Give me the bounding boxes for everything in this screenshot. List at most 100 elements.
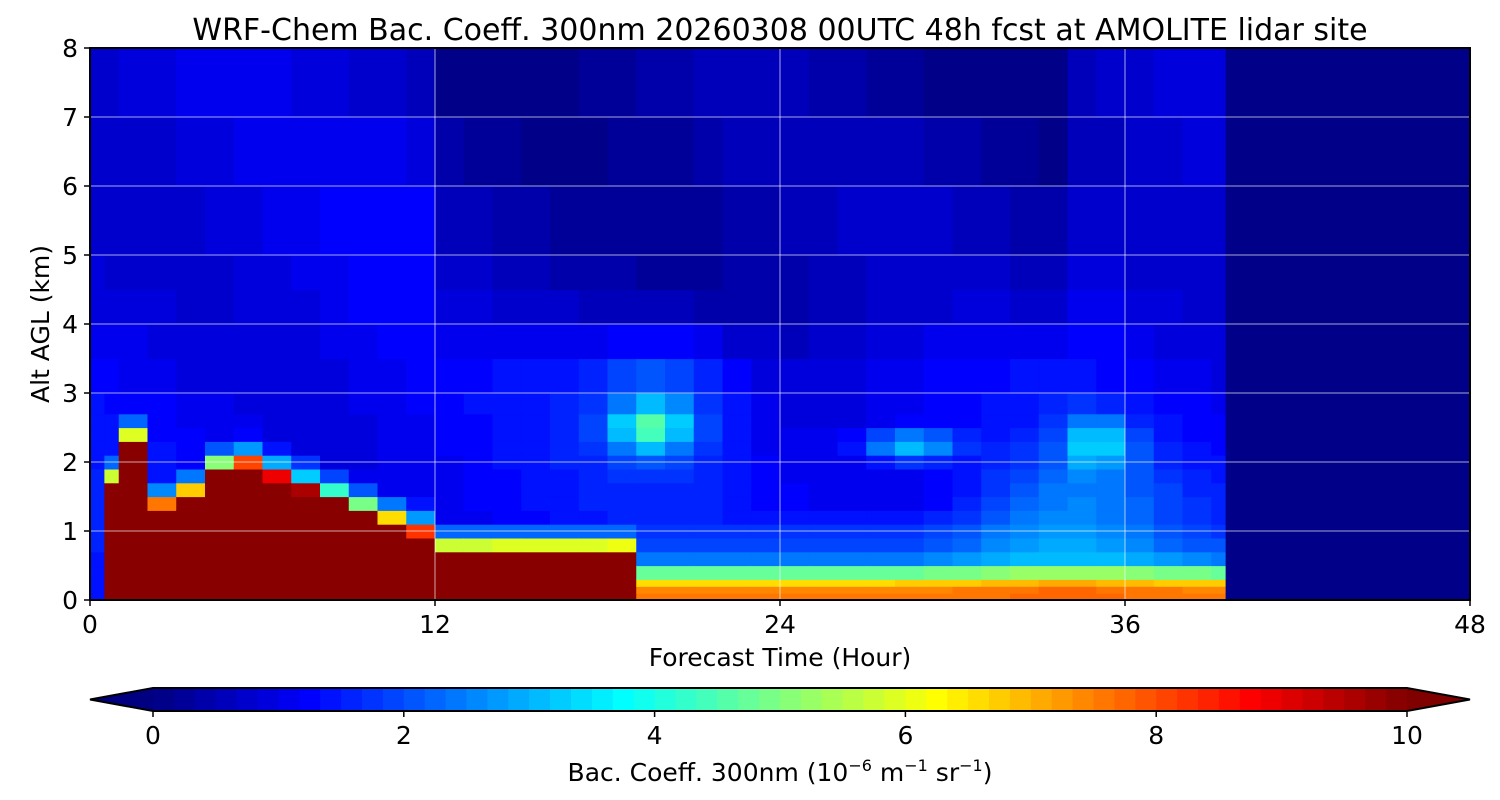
heatmap-cell [1125,117,1155,187]
heatmap-cell [320,393,350,415]
heatmap-cell [463,186,494,256]
heatmap-cell [1125,186,1155,256]
heatmap-cell [866,468,896,484]
heatmap-cell [1067,48,1097,118]
heatmap-cell [895,496,925,511]
heatmap-cell [837,537,867,553]
heatmap-cell [1268,255,1299,291]
heatmap-cell [147,565,177,580]
heatmap-cell [952,579,982,587]
heatmap-cell [578,393,609,415]
heatmap-cell [262,579,292,587]
heatmap-cell [176,255,206,291]
heatmap-cell [320,186,350,256]
heatmap-cell [435,579,465,587]
heatmap-cell [1125,324,1155,360]
heatmap-cell [1268,551,1299,567]
heatmap-cell [1067,255,1097,291]
heatmap-cell [291,551,321,567]
heatmap-cell [837,117,867,187]
heatmap-cell [104,496,120,511]
heatmap-cell [147,427,177,442]
colorbar-extend-max [1407,688,1470,711]
heatmap-cell [1412,324,1470,360]
heatmap-cell [607,289,637,325]
heatmap-cell [751,358,781,394]
chart-title: WRF-Chem Bac. Coeff. 300nm 20260308 00UT… [192,13,1367,48]
heatmap-cell [636,593,666,600]
heatmap-cell [895,117,925,187]
heatmap-cell [1038,358,1069,394]
heatmap-cell [147,324,177,360]
heatmap-cell [866,358,896,394]
heatmap-cell [1125,413,1155,429]
heatmap-cell [104,48,120,118]
heatmap-cell [578,186,609,256]
heatmap-cell [435,289,465,325]
heatmap-cell [1240,551,1270,567]
heatmap-cell [1182,441,1212,456]
heatmap-cell [492,48,522,118]
heatmap-cell [1125,579,1155,587]
heatmap-cell [1211,468,1227,484]
colorbar-label-exp1: −6 [848,756,872,775]
heatmap-cell [578,358,609,394]
heatmap-cell [1225,496,1241,511]
heatmap-cell [291,593,321,600]
heatmap-cell [291,565,321,580]
heatmap-cell [808,393,839,415]
heatmap-cell [952,358,982,394]
heatmap-cell [233,48,264,118]
heatmap-cell [1412,510,1470,525]
colorbar-label-exp3: −1 [959,756,983,775]
colorbar-swatch [1239,688,1262,711]
heatmap-cell [320,413,350,429]
heatmap-cell [722,551,752,567]
heatmap-cell [1153,255,1184,291]
x-axis: 0 12 24 36 48 [82,600,1486,639]
colorbar-swatch [1177,688,1199,711]
heatmap-cell [1297,358,1356,394]
heatmap-cell [665,496,695,511]
heatmap-cell [837,358,867,394]
heatmap-cell [1355,510,1414,525]
heatmap-cell [176,393,206,415]
heatmap-cell [1225,565,1241,580]
heatmap-cell [492,289,522,325]
colorbar-swatch [612,688,635,711]
heatmap-cell [1096,496,1126,511]
heatmap-cell [693,468,724,484]
heatmap-cell [1225,186,1241,256]
heatmap-cell [1225,468,1241,484]
heatmap-cell [1010,593,1040,600]
heatmap-cell [262,441,292,456]
heatmap-cell [118,579,149,587]
heatmap-cell [406,593,436,600]
heatmap-cell [1096,186,1126,256]
heatmap-cell [981,496,1011,511]
heatmap-cell [808,496,839,511]
heatmap-cell [1412,48,1470,118]
heatmap-cell [1211,393,1227,415]
heatmap-cell [808,255,839,291]
heatmap-cell [348,48,379,118]
heatmap-cell [1038,255,1069,291]
heatmap-cell [176,586,206,594]
heatmap-cell [550,565,580,580]
heatmap-cell [406,441,436,456]
heatmap-cell [463,496,494,511]
heatmap-cell [1268,441,1299,456]
heatmap-cell [1240,358,1270,394]
heatmap-cell [377,510,407,525]
heatmap-cell [550,186,580,256]
heatmap-cell [1038,324,1069,360]
heatmap-cell [521,255,551,291]
heatmap-cell [1038,565,1069,580]
heatmap-cell [348,537,379,553]
heatmap-cell [492,468,522,484]
heatmap-cell [90,468,105,484]
heatmap-cell [147,551,177,567]
heatmap-cell [1268,579,1299,587]
heatmap-cell [607,551,637,567]
heatmap-cell [233,468,264,484]
